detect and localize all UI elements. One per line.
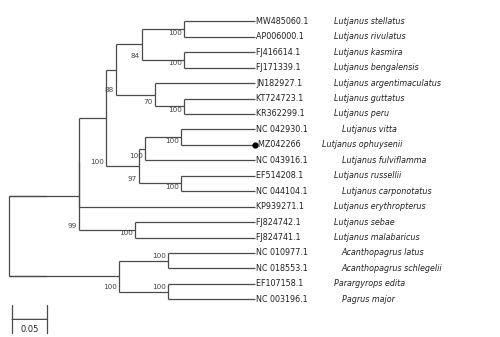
Text: Acanthopagrus latus: Acanthopagrus latus bbox=[342, 248, 424, 257]
Text: Lutjanus guttatus: Lutjanus guttatus bbox=[334, 94, 405, 103]
Text: Lutjanus sebae: Lutjanus sebae bbox=[334, 218, 395, 226]
Text: KR362299.1: KR362299.1 bbox=[256, 110, 308, 119]
Text: Lutjanus argentimaculatus: Lutjanus argentimaculatus bbox=[334, 79, 442, 88]
Text: AP006000.1: AP006000.1 bbox=[256, 32, 306, 41]
Text: MZ042266: MZ042266 bbox=[258, 140, 303, 149]
Text: Parargyrops edita: Parargyrops edita bbox=[334, 279, 406, 288]
Text: Lutjanus malabaricus: Lutjanus malabaricus bbox=[334, 233, 420, 242]
Text: KT724723.1: KT724723.1 bbox=[256, 94, 306, 103]
Text: 100: 100 bbox=[104, 284, 117, 290]
Text: EF107158.1: EF107158.1 bbox=[256, 279, 306, 288]
Text: JN182927.1: JN182927.1 bbox=[256, 79, 305, 88]
Text: 99: 99 bbox=[68, 222, 77, 228]
Text: Acanthopagrus schlegelii: Acanthopagrus schlegelii bbox=[342, 264, 442, 273]
Text: 100: 100 bbox=[152, 284, 166, 290]
Text: Lutjanus carponotatus: Lutjanus carponotatus bbox=[342, 187, 431, 196]
Text: 88: 88 bbox=[104, 87, 114, 93]
Text: NC 044104.1: NC 044104.1 bbox=[256, 187, 310, 196]
Text: Lutjanus kasmira: Lutjanus kasmira bbox=[334, 48, 403, 57]
Text: 84: 84 bbox=[130, 53, 140, 59]
Text: 100: 100 bbox=[168, 60, 182, 66]
Text: NC 042930.1: NC 042930.1 bbox=[256, 125, 310, 134]
Text: Pagrus major: Pagrus major bbox=[342, 295, 394, 304]
Text: Lutjanus vitta: Lutjanus vitta bbox=[342, 125, 396, 134]
Text: 100: 100 bbox=[129, 153, 143, 159]
Text: 100: 100 bbox=[168, 107, 182, 113]
Text: FJ171339.1: FJ171339.1 bbox=[256, 63, 303, 72]
Text: Lutjanus fulviflamma: Lutjanus fulviflamma bbox=[342, 156, 426, 165]
Text: 100: 100 bbox=[164, 184, 178, 190]
Text: Lutjanus russellii: Lutjanus russellii bbox=[334, 171, 402, 180]
Text: NC 010977.1: NC 010977.1 bbox=[256, 248, 310, 257]
Text: NC 003196.1: NC 003196.1 bbox=[256, 295, 310, 304]
Text: Lutjanus bengalensis: Lutjanus bengalensis bbox=[334, 63, 419, 72]
Text: 100: 100 bbox=[90, 159, 104, 165]
Text: Lutjanus peru: Lutjanus peru bbox=[334, 110, 390, 119]
Text: FJ824742.1: FJ824742.1 bbox=[256, 218, 304, 226]
Text: NC 018553.1: NC 018553.1 bbox=[256, 264, 310, 273]
Text: Lutjanus rivulatus: Lutjanus rivulatus bbox=[334, 32, 406, 41]
Text: EF514208.1: EF514208.1 bbox=[256, 171, 306, 180]
Text: 100: 100 bbox=[168, 30, 182, 35]
Text: 100: 100 bbox=[120, 230, 134, 236]
Text: Lutjanus erythropterus: Lutjanus erythropterus bbox=[334, 202, 426, 211]
Text: 0.05: 0.05 bbox=[20, 325, 39, 334]
Text: Lutjanus stellatus: Lutjanus stellatus bbox=[334, 17, 405, 26]
Text: NC 043916.1: NC 043916.1 bbox=[256, 156, 310, 165]
Text: FJ416614.1: FJ416614.1 bbox=[256, 48, 303, 57]
Text: MW485060.1: MW485060.1 bbox=[256, 17, 311, 26]
Text: FJ824741.1: FJ824741.1 bbox=[256, 233, 303, 242]
Text: 100: 100 bbox=[164, 137, 178, 144]
Text: 70: 70 bbox=[144, 99, 152, 105]
Text: 100: 100 bbox=[152, 253, 166, 259]
Text: KP939271.1: KP939271.1 bbox=[256, 202, 306, 211]
Text: Lutjanus ophuysenii: Lutjanus ophuysenii bbox=[322, 140, 402, 149]
Text: 97: 97 bbox=[128, 176, 136, 182]
